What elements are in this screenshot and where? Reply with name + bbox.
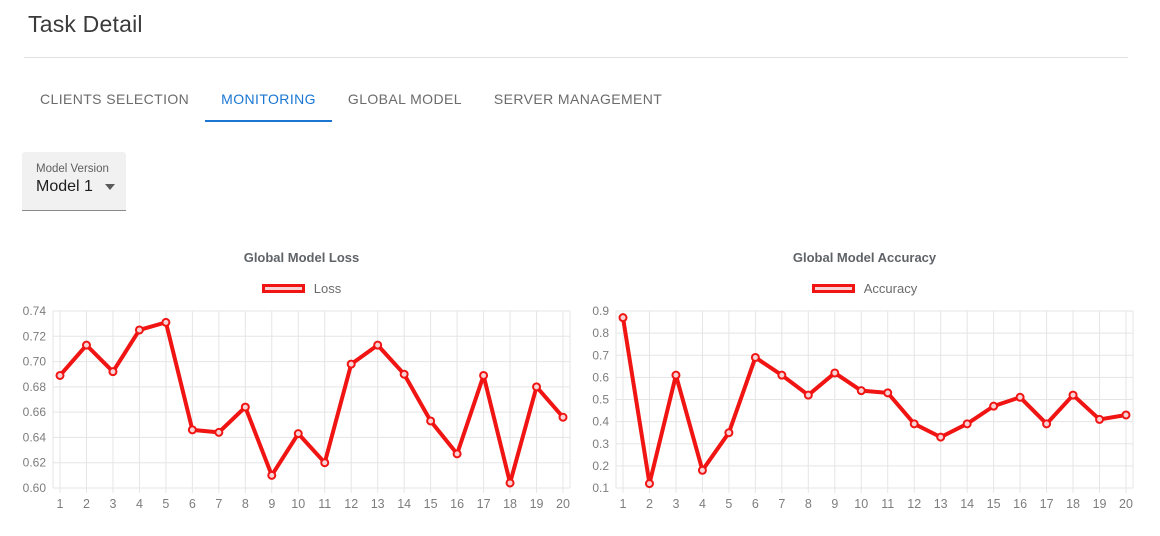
accuracy-series-line [621, 315, 1128, 486]
x-axis-tick-labels: 1 2 3 4 5 6 7 8 9 10 11 12 13 14 15 16 17 18 19 20 [57, 497, 570, 511]
svg-text:19: 19 [1093, 497, 1107, 511]
loss-chart: Global Model Loss Loss 0.60 0.62 0.64 0.66 0… [20, 245, 583, 525]
accuracy-chart-title: Global Model Accuracy [792, 250, 937, 265]
svg-text:6: 6 [752, 497, 759, 511]
svg-text:0.70: 0.70 [23, 355, 47, 369]
header-divider [24, 57, 1128, 58]
accuracy-chart: Global Model Accuracy Accuracy 0.1 0.2 0.3… [583, 245, 1146, 525]
svg-text:7: 7 [215, 497, 222, 511]
svg-text:13: 13 [371, 497, 385, 511]
y-axis-tick-labels: 0.60 0.62 0.64 0.66 0.68 0.70 0.72 0.74 [23, 304, 47, 495]
svg-text:0.66: 0.66 [23, 405, 47, 419]
svg-text:6: 6 [189, 497, 196, 511]
svg-text:5: 5 [725, 497, 732, 511]
model-version-select-label: Model Version [36, 163, 109, 175]
svg-text:0.68: 0.68 [23, 380, 47, 394]
svg-text:2: 2 [83, 497, 90, 511]
svg-text:13: 13 [934, 497, 948, 511]
svg-text:17: 17 [477, 497, 491, 511]
caret-down-icon [104, 184, 115, 190]
svg-text:16: 16 [1013, 497, 1027, 511]
svg-text:8: 8 [242, 497, 249, 511]
svg-text:0.4: 0.4 [592, 415, 609, 429]
svg-text:15: 15 [987, 497, 1001, 511]
tab-bar: CLIENTS SELECTION MONITORING GLOBAL MODE… [24, 84, 678, 122]
accuracy-legend-swatch-icon [811, 284, 855, 293]
svg-text:10: 10 [291, 497, 305, 511]
svg-text:15: 15 [424, 497, 438, 511]
svg-text:4: 4 [699, 497, 706, 511]
svg-text:0.62: 0.62 [23, 456, 47, 470]
page-title: Task Detail [28, 11, 143, 37]
svg-text:0.72: 0.72 [23, 329, 47, 343]
loss-legend-label: Loss [313, 281, 342, 296]
svg-text:4: 4 [136, 497, 143, 511]
loss-legend-swatch-icon [261, 284, 305, 293]
y-axis-tick-labels: 0.1 0.2 0.3 0.4 0.5 0.6 0.7 0.8 0.9 [592, 304, 609, 495]
svg-text:0.9: 0.9 [592, 304, 609, 318]
svg-text:0.2: 0.2 [592, 459, 609, 473]
grid-lines [52, 310, 571, 493]
loss-chart-legend[interactable]: Loss [20, 281, 583, 296]
svg-text:0.6: 0.6 [592, 370, 609, 384]
x-axis-tick-labels: 1 2 3 4 5 6 7 8 9 10 11 12 13 14 15 16 17 18 19 20 [620, 497, 1133, 511]
grid-lines [615, 310, 1134, 493]
svg-text:5: 5 [162, 497, 169, 511]
svg-text:0.8: 0.8 [592, 326, 609, 340]
loss-chart-canvas[interactable]: 0.600.620.640.660.680.700.720.741 2 3 4 5 6 7 8… [20, 303, 583, 520]
svg-text:0.64: 0.64 [23, 430, 47, 444]
tab-global-model[interactable]: GLOBAL MODEL [347, 91, 462, 107]
svg-text:0.3: 0.3 [592, 437, 609, 451]
svg-text:20: 20 [1119, 497, 1133, 511]
svg-text:3: 3 [672, 497, 679, 511]
svg-text:9: 9 [831, 497, 838, 511]
svg-text:0.5: 0.5 [592, 393, 609, 407]
svg-text:17: 17 [1040, 497, 1054, 511]
svg-text:9: 9 [268, 497, 275, 511]
accuracy-legend-label: Accuracy [863, 281, 918, 296]
accuracy-chart-legend[interactable]: Accuracy [583, 281, 1146, 296]
svg-text:0.7: 0.7 [592, 348, 609, 362]
model-version-select[interactable]: Model Version Model 1 [22, 152, 126, 211]
svg-text:2: 2 [646, 497, 653, 511]
data-point-markers [55, 317, 568, 488]
loss-series-line [58, 320, 565, 485]
svg-text:18: 18 [503, 497, 517, 511]
charts-row: Global Model Loss Loss 0.60 0.62 0.64 0.66 0… [20, 245, 1146, 525]
svg-text:20: 20 [556, 497, 570, 511]
svg-text:16: 16 [450, 497, 464, 511]
tab-server-management[interactable]: SERVER MANAGEMENT [493, 91, 663, 107]
svg-text:11: 11 [318, 497, 331, 511]
svg-text:14: 14 [397, 497, 411, 511]
svg-text:0.60: 0.60 [23, 481, 47, 495]
svg-text:10: 10 [854, 497, 868, 511]
svg-text:19: 19 [530, 497, 544, 511]
svg-text:0.74: 0.74 [23, 304, 47, 318]
tab-clients-selection[interactable]: CLIENTS SELECTION [40, 91, 190, 107]
svg-text:1: 1 [57, 497, 64, 511]
loss-chart-title: Global Model Loss [243, 250, 360, 265]
svg-text:1: 1 [620, 497, 627, 511]
data-point-markers [618, 313, 1131, 489]
svg-text:12: 12 [907, 497, 921, 511]
model-version-select-value: Model 1 [36, 178, 93, 195]
svg-text:8: 8 [805, 497, 812, 511]
svg-text:18: 18 [1066, 497, 1080, 511]
accuracy-chart-canvas[interactable]: 0.10.20.30.40.50.60.70.80.91 2 3 4 5 6 7 8 9 10 11… [583, 303, 1146, 520]
svg-text:0.1: 0.1 [592, 481, 609, 495]
tab-monitoring[interactable]: MONITORING [205, 84, 332, 122]
svg-text:3: 3 [109, 497, 116, 511]
svg-text:12: 12 [344, 497, 358, 511]
svg-text:11: 11 [881, 497, 894, 511]
svg-text:7: 7 [778, 497, 785, 511]
svg-text:14: 14 [960, 497, 974, 511]
